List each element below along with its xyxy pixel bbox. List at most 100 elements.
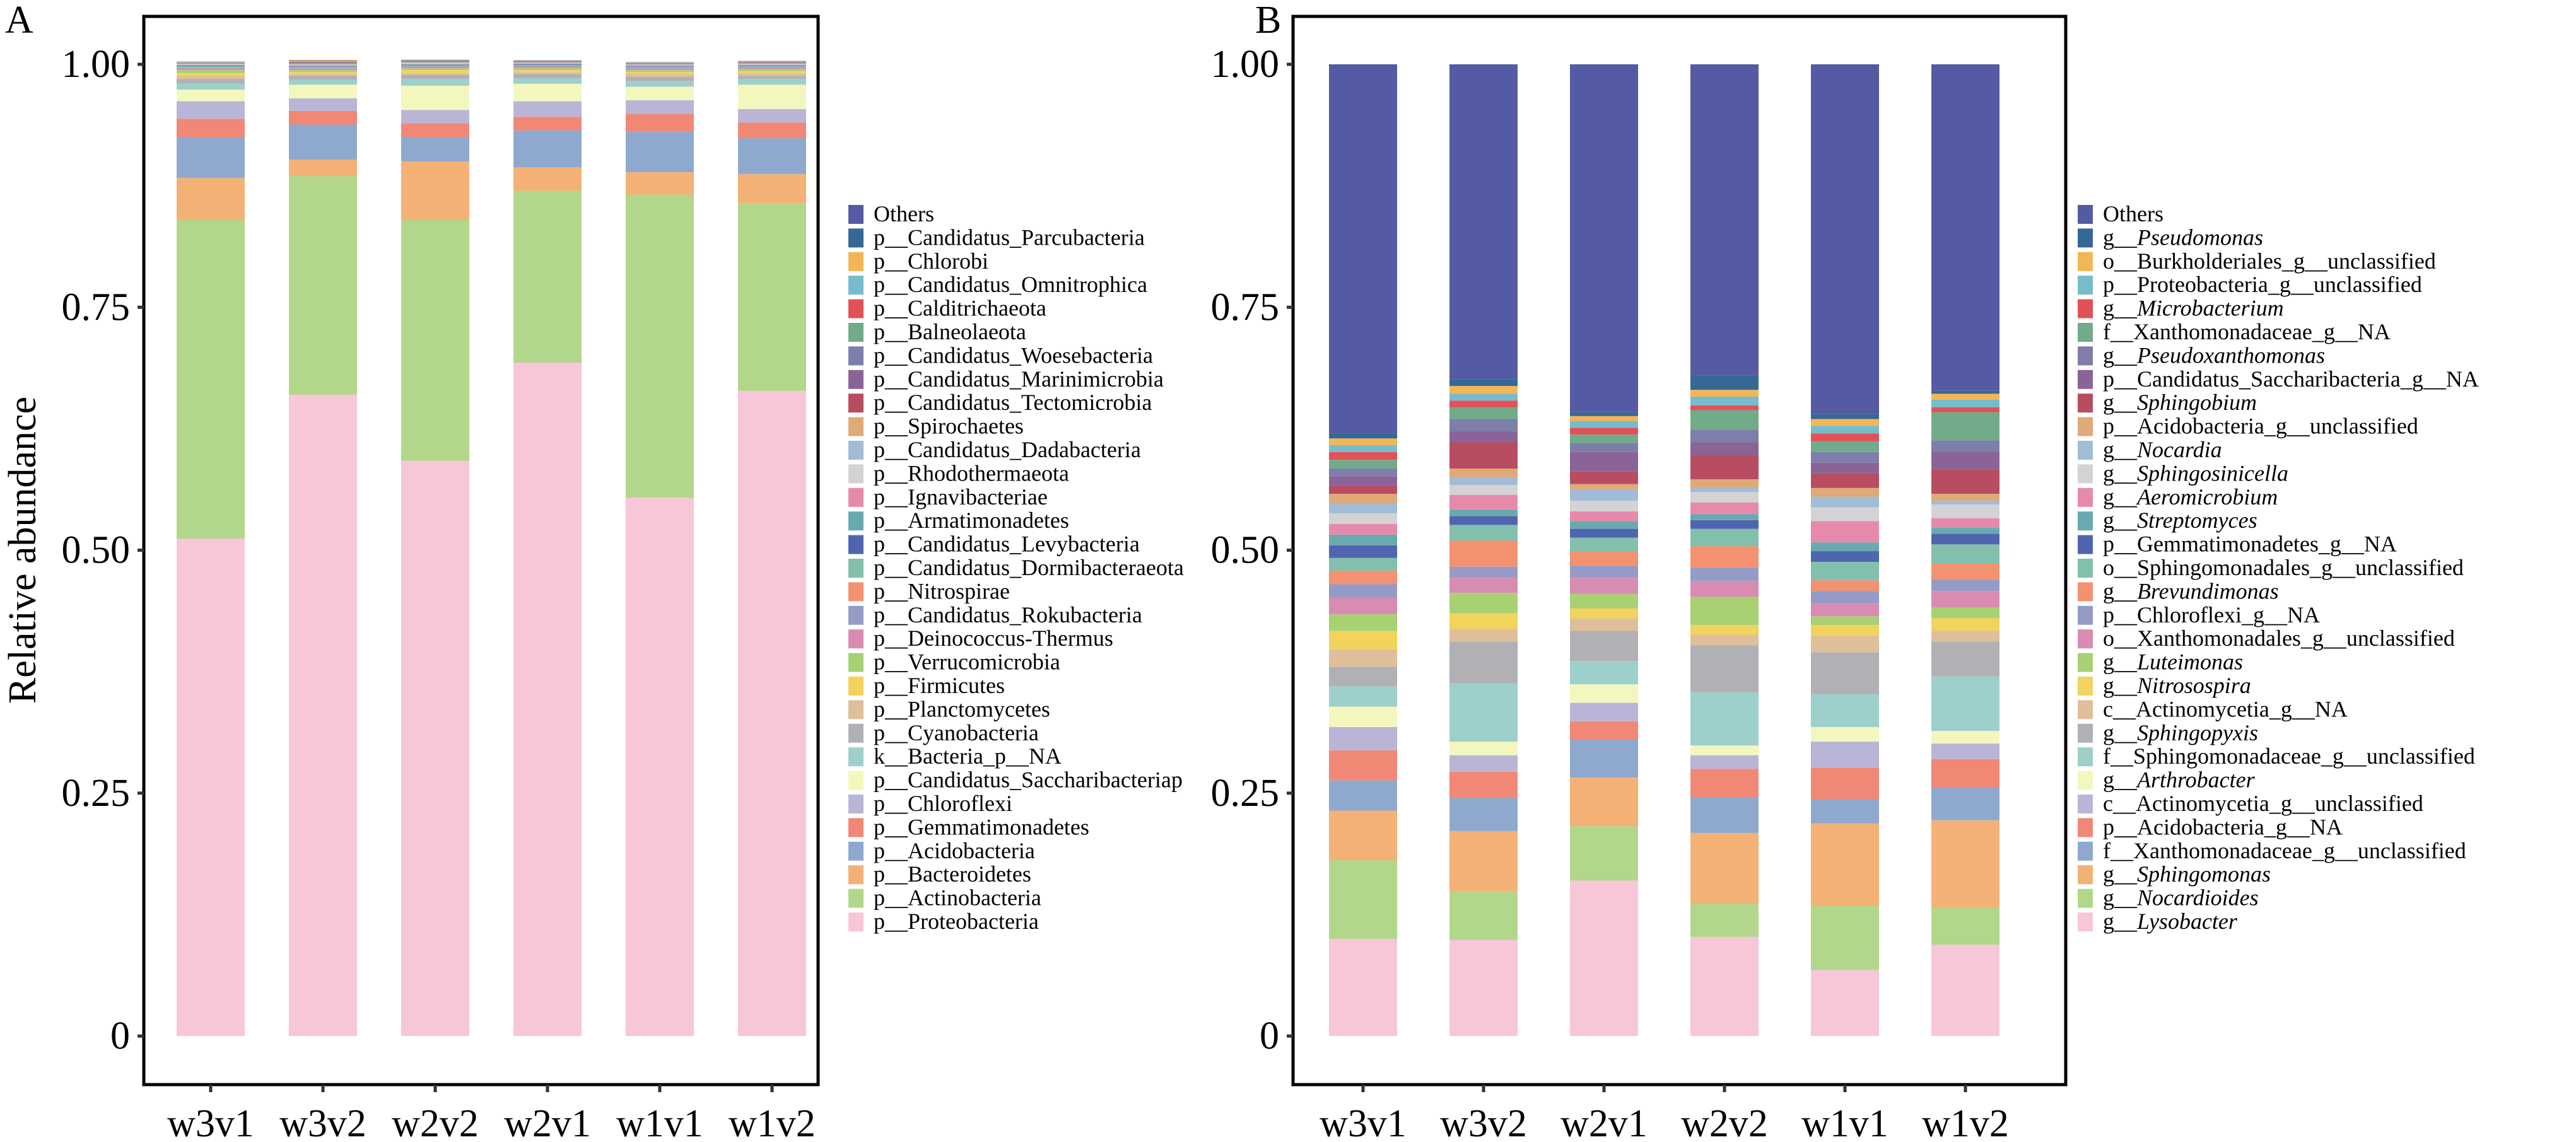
legend-swatch — [848, 323, 864, 342]
legend-label: p__Verrucomicrobia — [874, 650, 1060, 675]
bar-segment — [513, 64, 582, 65]
legend-swatch — [848, 700, 864, 720]
legend-item: f__Xanthomonadaceae_g__unclassified — [2078, 838, 2466, 863]
bar-segment — [626, 68, 694, 69]
bar-segment — [1449, 771, 1518, 798]
legend-swatch — [2078, 723, 2093, 743]
bar-segment — [626, 194, 694, 498]
bar-segment — [401, 85, 469, 110]
bar-segment — [289, 62, 357, 63]
bar-segment — [177, 79, 245, 84]
legend-swatch — [2078, 346, 2093, 366]
bar-segment — [1570, 528, 1638, 538]
bar-segment — [1811, 625, 1879, 636]
bar-segment — [738, 79, 806, 85]
legend-label: p__Acidobacteria_g__unclassified — [2103, 414, 2418, 439]
bar-segment — [289, 160, 357, 177]
bar-segment — [1570, 412, 1638, 416]
bar-segment — [1931, 618, 1999, 631]
legend-label: p__Candidatus_Saccharibacteria_g__NA — [2103, 366, 2479, 392]
bar-segment — [1570, 434, 1638, 443]
bar-segment — [1449, 525, 1518, 541]
legend-label: g__Sphingopyxis — [2103, 720, 2258, 745]
legend-item: p__Acidobacteria_g__NA — [2078, 814, 2343, 839]
bar-segment — [1931, 440, 1999, 452]
legend-swatch — [2078, 582, 2093, 602]
legend-item: g__Sphingopyxis — [2078, 720, 2258, 745]
bar-segment — [1449, 469, 1518, 477]
bar-segment — [1570, 702, 1638, 721]
bar-segment — [1570, 521, 1638, 529]
legend-label: p__Proteobacteria — [874, 909, 1039, 934]
bar-segment — [177, 76, 245, 79]
bar-segment — [1931, 533, 1999, 545]
legend-item: o__Xanthomonadales_g__unclassified — [2078, 626, 2455, 651]
legend-label: g__Lysobacter — [2103, 909, 2238, 934]
legend-swatch — [848, 605, 864, 625]
legend-item: p__Balneolaeota — [848, 319, 1026, 344]
bar-segment — [738, 76, 806, 79]
bar-segment — [1690, 405, 1759, 411]
bar-stack-w2v1 — [1570, 64, 1638, 1036]
legend-item: c__Actinomycetia_g__NA — [2078, 696, 2348, 721]
bar-segment — [1329, 584, 1397, 598]
legend-item: g__Nocardioides — [2078, 885, 2259, 911]
bar-segment — [1931, 591, 1999, 608]
legend-item: p__Firmicutes — [848, 673, 1005, 698]
chart-a: 0 0.25 0.50 0.75 1.00 Relative abundance w3v1 w… — [1, 15, 1184, 1142]
bar-segment — [1811, 823, 1879, 906]
bar-segment — [1570, 511, 1638, 521]
bar-segment — [1570, 739, 1638, 778]
legend-item: f__Xanthomonadaceae_g__NA — [2078, 319, 2391, 344]
legend-label: p__Spirochaetes — [874, 414, 1024, 439]
bar-segment — [626, 86, 694, 101]
bar-segment — [1811, 507, 1879, 521]
bar-segment — [1329, 485, 1397, 494]
x-tick-label: w1v1 — [1801, 1102, 1888, 1142]
bar-segment — [1690, 375, 1759, 390]
legend-swatch — [848, 393, 864, 413]
bar-segment — [1329, 469, 1397, 477]
bar-segment — [1690, 755, 1759, 769]
x-tick-label: w1v2 — [1922, 1102, 2009, 1142]
bar-segment — [513, 63, 582, 64]
bar-segment — [1329, 513, 1397, 524]
legend-label: g__Brevundimonas — [2103, 578, 2279, 603]
legend-swatch — [848, 299, 864, 318]
bar-segment — [1811, 64, 1879, 414]
bar-segment — [177, 178, 245, 220]
legend-label: g__Nocardioides — [2103, 885, 2259, 911]
y-tick-label: 0.25 — [62, 772, 131, 815]
bar-segment — [1449, 407, 1518, 419]
bar-segment — [401, 460, 469, 1036]
x-tick-label: w2v2 — [1681, 1102, 1768, 1142]
legend-swatch — [848, 653, 864, 672]
bar-segment — [177, 119, 245, 137]
bar-segment — [1570, 537, 1638, 552]
legend-label: p__Bacteroidetes — [874, 861, 1031, 887]
legend-item: g__Sphingosinicella — [2078, 460, 2288, 486]
legend-item: g__Nocardia — [2078, 437, 2222, 462]
bar-segment — [177, 90, 245, 102]
bar-segment — [1570, 471, 1638, 484]
bar-segment — [1811, 487, 1879, 497]
bar-segment — [1449, 940, 1518, 1036]
bar-stack-w2v2 — [1690, 64, 1759, 1036]
legend-item: g__Luteimonas — [2078, 650, 2243, 675]
bar-segment — [1449, 891, 1518, 940]
legend-item: p__Verrucomicrobia — [848, 650, 1060, 675]
legend-item: g__Aeromicrobium — [2078, 484, 2278, 510]
bar-segment — [1329, 938, 1397, 1036]
legend-item: p__Candidatus_Woesebacteria — [848, 342, 1153, 368]
bar-segment — [1811, 433, 1879, 441]
bar-segment — [289, 64, 357, 65]
bar-segment — [738, 63, 806, 64]
legend-label: p__Candidatus_Levybacteria — [874, 532, 1140, 557]
bar-segment — [1811, 767, 1879, 799]
bar-segment — [1811, 906, 1879, 970]
bar-segment — [177, 68, 245, 69]
legend-swatch — [2078, 205, 2093, 224]
legend-swatch — [848, 417, 864, 436]
bar-segment — [1329, 534, 1397, 545]
bar-segment — [1449, 477, 1518, 486]
